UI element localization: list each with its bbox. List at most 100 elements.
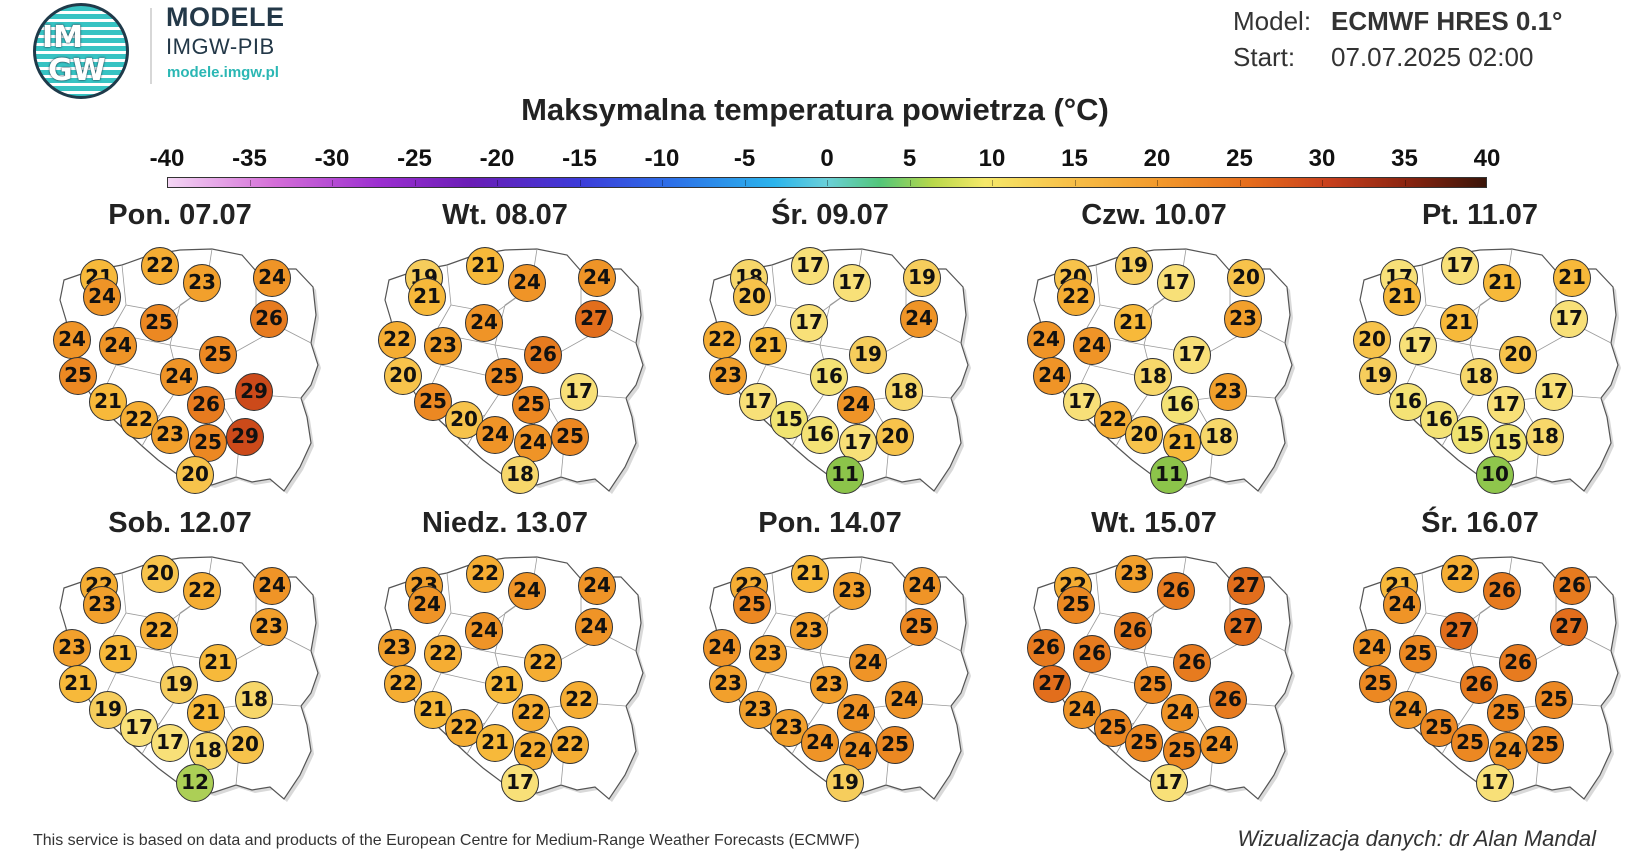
temperature-badge: 24	[99, 327, 137, 365]
temperature-badge: 24	[508, 264, 546, 302]
temperature-badge: 24	[1353, 629, 1391, 667]
temperature-badge: 24	[465, 612, 503, 650]
temperature-badge: 12	[176, 764, 214, 802]
day-panel-title: Wt. 15.07	[1091, 507, 1217, 539]
day-panel: Pon. 14.07 22 21 25 23 24 23 25 24 23 24 23 23 24 23 24…	[680, 507, 980, 813]
temperature-badge: 24	[83, 278, 121, 316]
colorbar-tick-label: 0	[820, 145, 834, 172]
day-panel-title: Pt. 11.07	[1421, 199, 1539, 231]
temperature-badge: 21	[1440, 304, 1478, 342]
temperature-badge: 22	[703, 321, 741, 359]
temperature-badge: 25	[1487, 694, 1525, 732]
temperature-badge: 16	[810, 358, 848, 396]
day-panel-title: Śr. 16.07	[1421, 507, 1539, 539]
temperature-badge: 21	[476, 724, 514, 762]
temperature-badge: 25	[140, 304, 178, 342]
temperature-badge: 18	[235, 681, 273, 719]
temperature-badge: 25	[1134, 666, 1172, 704]
colorbar-tick-mark	[1322, 180, 1323, 186]
temperature-badge: 20	[445, 401, 483, 439]
temperature-badge: 25	[1535, 681, 1573, 719]
colorbar-tick-label: 35	[1391, 145, 1418, 172]
temperature-badge: 29	[235, 373, 273, 411]
temperature-badge: 22	[551, 726, 589, 764]
temperature-badge: 19	[1359, 357, 1397, 395]
temperature-badge: 25	[1451, 724, 1489, 762]
temperature-badge: 25	[59, 357, 97, 395]
temperature-badge: 24	[1033, 357, 1071, 395]
colorbar	[167, 177, 1487, 188]
temperature-badge: 22	[512, 694, 550, 732]
colorbar-tick-label: -40	[149, 145, 185, 172]
temperature-badge: 20	[141, 555, 179, 593]
colorbar-tick-mark	[579, 180, 581, 186]
temperature-badge: 24	[885, 681, 923, 719]
colorbar-tick-mark	[827, 180, 828, 186]
temperature-badge: 17	[1476, 764, 1514, 802]
model-value: ECMWF HRES 0.1°	[1331, 6, 1563, 36]
day-panel: Sob. 12.07 22 20 23 22 24 22 23 23 21 21 21 19 18 19 21…	[30, 507, 330, 813]
temperature-badge: 17	[833, 264, 871, 302]
temperature-badge: 24	[1489, 732, 1527, 770]
temperature-badge: 23	[83, 586, 121, 624]
temperature-badge: 17	[1550, 300, 1588, 338]
temperature-badge: 22	[378, 321, 416, 359]
model-info: Model: ECMWF HRES 0.1°	[1233, 6, 1562, 37]
temperature-badge: 18	[501, 456, 539, 494]
temperature-badge: 27	[1440, 612, 1478, 650]
day-panel: Niedz. 13.07 23 22 24 24 24 24 24 23 22 22 22 21 22 21…	[355, 507, 655, 813]
temperature-badge: 25	[551, 418, 589, 456]
colorbar-tick-label: -5	[733, 145, 756, 172]
temperature-badge: 26	[1209, 681, 1247, 719]
temperature-badge: 24	[1200, 726, 1238, 764]
temperature-badge: 17	[791, 247, 829, 285]
temperature-badge: 24	[900, 300, 938, 338]
temperature-badge: 24	[1161, 694, 1199, 732]
temperature-badge: 26	[1553, 567, 1591, 605]
brand-url-link[interactable]: modele.imgw.pl	[167, 64, 279, 81]
temperature-badge: 24	[837, 386, 875, 424]
temperature-badge: 22	[384, 665, 422, 703]
temperature-badge: 24	[801, 724, 839, 762]
temperature-badge: 23	[709, 357, 747, 395]
temperature-badge: 22	[141, 247, 179, 285]
temperature-badge: 19	[903, 259, 941, 297]
colorbar-tick-label: 25	[1226, 145, 1253, 172]
day-panel: Pon. 07.07 21 22 24 23 24 25 26 24 24 25 25 24 29 21 26…	[30, 199, 330, 505]
temperature-badge: 22	[140, 612, 178, 650]
temperature-badge: 26	[250, 300, 288, 338]
temperature-badge: 21	[1553, 259, 1591, 297]
temperature-badge: 21	[199, 644, 237, 682]
day-panel: Śr. 16.07 21 22 24 26 26 27 27 24 25 26 25 26 25 24 25 2…	[1330, 507, 1630, 813]
temperature-badge: 21	[485, 666, 523, 704]
temperature-badge: 20	[733, 278, 771, 316]
temperature-badge: 24	[575, 608, 613, 646]
colorbar-tick-mark	[992, 180, 993, 186]
temperature-badge: 19	[826, 764, 864, 802]
day-panel: Pt. 11.07 17 17 21 21 21 21 17 20 17 20 19 18 17 16 17 1…	[1330, 199, 1630, 505]
day-panel-title: Czw. 10.07	[1081, 199, 1227, 231]
temperature-badge: 23	[749, 635, 787, 673]
colorbar-tick-label: 20	[1143, 145, 1171, 172]
temperature-badge: 21	[791, 555, 829, 593]
temperature-badge: 27	[575, 300, 613, 338]
temperature-badge: 24	[476, 416, 514, 454]
temperature-badge: 23	[378, 629, 416, 667]
temperature-badge: 26	[187, 386, 225, 424]
temperature-badge: 25	[733, 586, 771, 624]
temperature-badge: 27	[1227, 567, 1265, 605]
temperature-badge: 23	[1115, 555, 1153, 593]
temperature-badge: 27	[1224, 608, 1262, 646]
day-panel-title: Sob. 12.07	[108, 507, 252, 539]
colorbar-tick-label: -30	[314, 145, 350, 172]
temperature-badge: 23	[1209, 373, 1247, 411]
temperature-badge: 17	[151, 724, 189, 762]
temperature-badge: 20	[176, 456, 214, 494]
temperature-badge: 24	[514, 424, 552, 462]
temperature-badge: 17	[560, 373, 598, 411]
temperature-badge: 21	[1383, 278, 1421, 316]
temperature-badge: 22	[560, 681, 598, 719]
temperature-badge: 24	[837, 694, 875, 732]
temperature-badge: 17	[1535, 373, 1573, 411]
temperature-badge: 26	[1114, 612, 1152, 650]
